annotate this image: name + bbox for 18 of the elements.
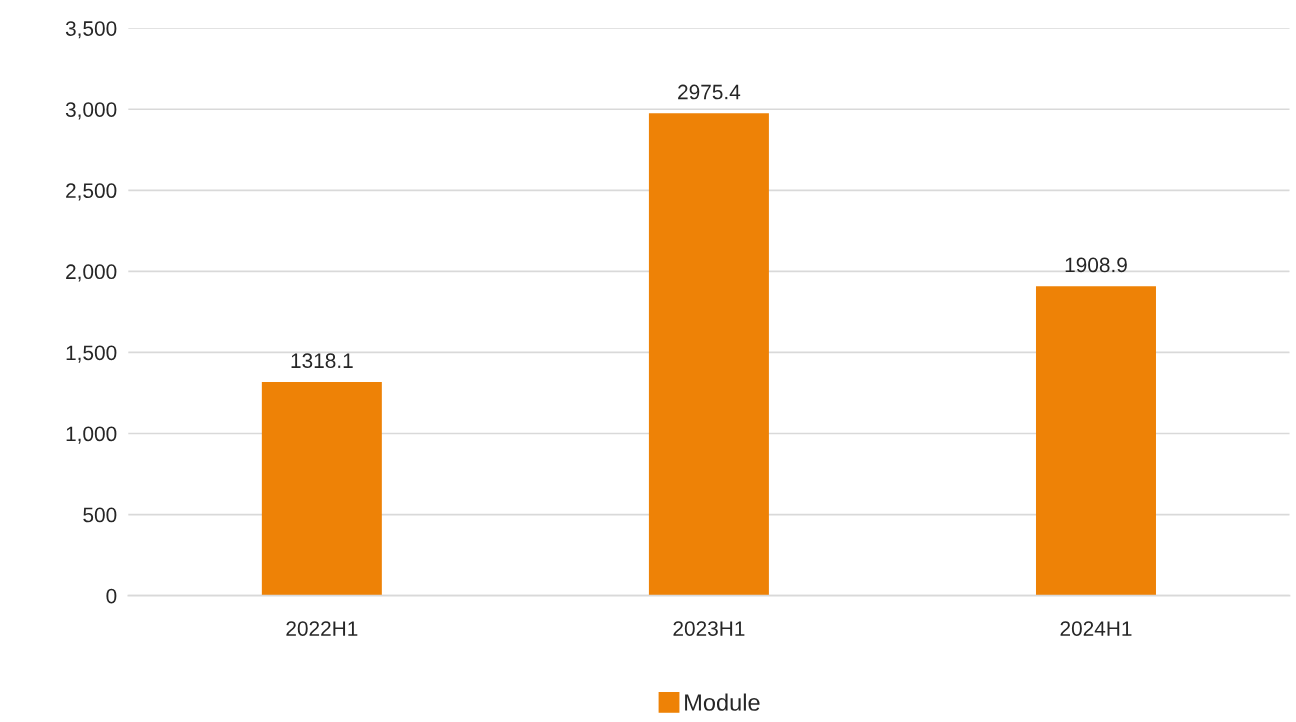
x-tick-label: 2022H1 bbox=[286, 621, 358, 636]
y-tick-label: 3,500 bbox=[65, 21, 117, 39]
y-tick-label: 3,000 bbox=[65, 102, 117, 120]
bar bbox=[648, 113, 769, 596]
y-tick-label: 0 bbox=[106, 588, 117, 604]
data-label: 1908.9 bbox=[1065, 257, 1127, 273]
legend-label: Module bbox=[685, 693, 760, 711]
data-label: 2975.4 bbox=[678, 84, 741, 100]
y-tick-label: 2,000 bbox=[66, 264, 117, 282]
data-label: 1318.1 bbox=[291, 353, 353, 369]
y-tick-label: 500 bbox=[83, 507, 117, 523]
y-tick-label: 1,000 bbox=[66, 426, 117, 444]
x-tick-label: 2023H1 bbox=[673, 621, 745, 636]
bar bbox=[261, 381, 382, 596]
bar bbox=[1035, 286, 1156, 596]
x-tick-label: 2024H1 bbox=[1060, 621, 1132, 636]
y-tick-label: 2,500 bbox=[66, 183, 117, 201]
y-tick-label: 1,500 bbox=[66, 345, 117, 363]
